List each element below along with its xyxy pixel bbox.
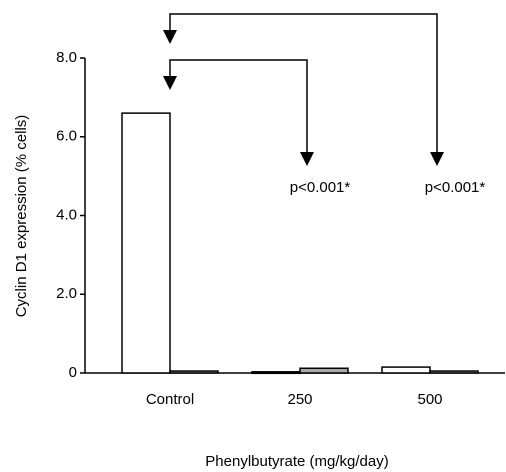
annotation: p<0.001* <box>290 179 351 196</box>
y-tick-label: 8.0 <box>56 49 77 66</box>
x-tick-label: 500 <box>417 391 442 408</box>
bar <box>381 366 431 374</box>
y-axis-label: Cyclin D1 expression (% cells) <box>13 115 30 318</box>
y-tick-label: 2.0 <box>56 285 77 302</box>
bar <box>299 367 349 374</box>
significance-arrows <box>169 13 438 155</box>
x-axis-label: Phenylbutyrate (mg/kg/day) <box>205 453 388 470</box>
y-tick-label: 0 <box>69 364 77 381</box>
x-tick-label: 250 <box>287 391 312 408</box>
bar <box>251 371 301 375</box>
x-tick-label: Control <box>146 391 194 408</box>
y-tick-label: 4.0 <box>56 206 77 223</box>
y-tick-label: 6.0 <box>56 128 77 145</box>
bar <box>429 370 479 374</box>
annotation: p<0.001* <box>425 179 486 196</box>
arrow-heads <box>163 30 444 166</box>
bar <box>169 370 219 374</box>
bar <box>121 112 171 374</box>
